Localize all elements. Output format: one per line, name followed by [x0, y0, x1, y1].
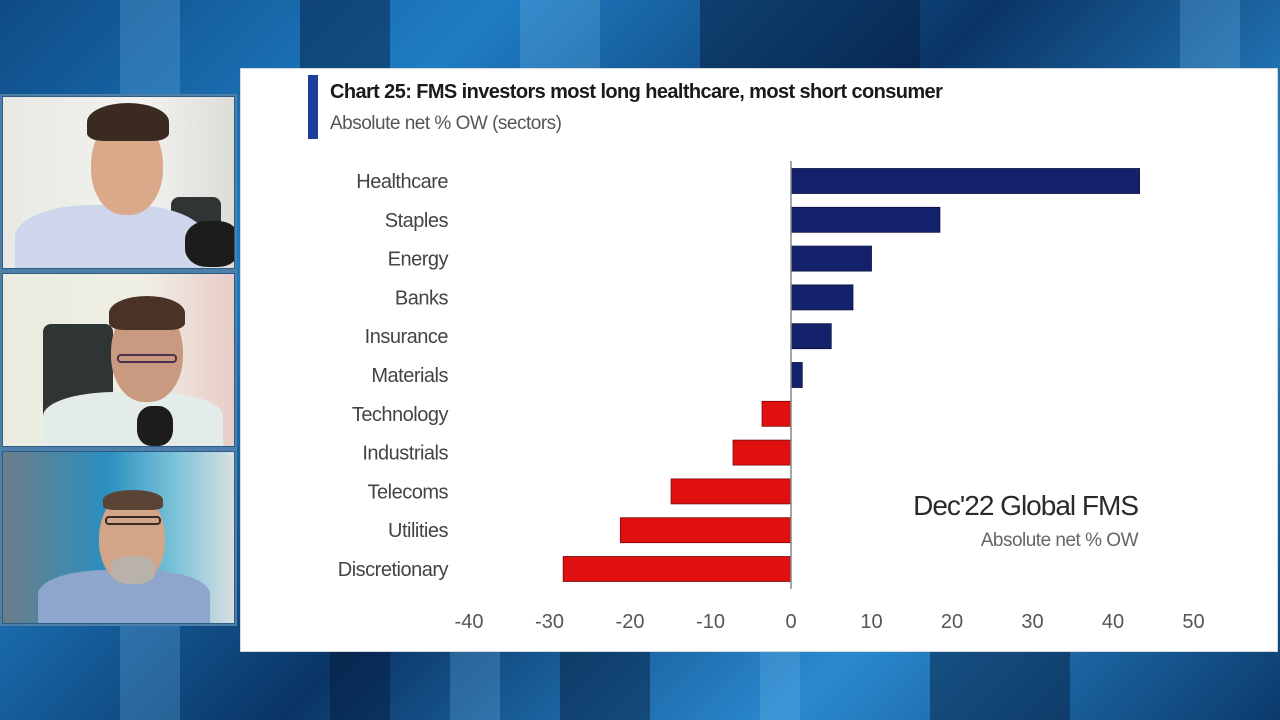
- bar-discretionary: [562, 556, 792, 582]
- background-building: [330, 652, 390, 720]
- bar-chart: Healthcare Staples Energy Banks Insurance Mat…: [338, 161, 1205, 633]
- participant-body: [43, 392, 223, 446]
- x-tick-label: -30: [535, 611, 564, 633]
- category-label: Healthcare: [356, 171, 448, 193]
- video-participants-panel: [0, 94, 237, 626]
- participant-hair: [103, 489, 163, 510]
- participant-hair: [87, 103, 169, 141]
- category-label: Staples: [385, 210, 449, 232]
- category-label: Technology: [352, 404, 449, 426]
- x-tick-label: 0: [785, 611, 796, 633]
- background-building: [760, 652, 800, 720]
- bar-energy: [790, 245, 872, 272]
- title-accent-bar: [308, 75, 318, 139]
- annotation-subtitle: Absolute net % OW: [981, 530, 1139, 551]
- x-tick-label: 20: [941, 611, 963, 633]
- x-tick-label: 30: [1021, 611, 1043, 633]
- x-tick-label: 10: [860, 611, 882, 633]
- category-labels: Healthcare Staples Energy Banks Insurance Mat…: [338, 171, 449, 581]
- background-building: [300, 0, 390, 68]
- bar-industrials: [732, 439, 792, 466]
- category-label: Industrials: [362, 443, 448, 465]
- video-tile-participant-2[interactable]: [2, 273, 235, 447]
- glasses: [117, 354, 177, 364]
- chart-title: Chart 25: FMS investors most long health…: [330, 81, 943, 103]
- bar-telecoms: [670, 478, 792, 505]
- microphone-icon: [185, 221, 234, 267]
- category-label: Telecoms: [368, 481, 449, 503]
- background-building: [450, 652, 500, 720]
- background-building: [1180, 0, 1240, 68]
- x-tick-label: -40: [455, 611, 484, 633]
- participant-body: [15, 205, 205, 269]
- bar-healthcare: [790, 168, 1140, 194]
- participant-beard: [111, 555, 155, 584]
- category-label: Insurance: [365, 326, 449, 348]
- category-label: Energy: [388, 249, 449, 271]
- x-tick-label: -20: [616, 611, 645, 633]
- participant-video: [3, 274, 234, 446]
- x-tick-label: 50: [1182, 611, 1204, 633]
- video-tile-participant-1[interactable]: [2, 96, 235, 270]
- background-building: [930, 652, 1070, 720]
- chart-subtitle: Absolute net % OW (sectors): [330, 113, 562, 134]
- category-label: Banks: [395, 287, 449, 309]
- bar-insurance: [790, 323, 832, 350]
- bar-utilities: [619, 517, 792, 544]
- video-tile-participant-3[interactable]: [2, 450, 235, 624]
- bar-staples: [790, 206, 941, 233]
- background-building: [560, 652, 650, 720]
- bar-materials: [790, 362, 803, 388]
- annotation-title: Dec'22 Global FMS: [913, 490, 1138, 521]
- chart-card: Chart 25: FMS investors most long health…: [240, 68, 1278, 652]
- x-tick-label: 40: [1102, 611, 1124, 633]
- bar-banks: [790, 284, 854, 311]
- microphone-icon: [137, 406, 173, 446]
- bar-technology: [761, 400, 792, 427]
- participant-hair: [109, 296, 185, 331]
- participant-video: [3, 97, 234, 269]
- glasses: [105, 515, 161, 525]
- category-label: Materials: [371, 365, 448, 387]
- category-label: Utilities: [388, 520, 448, 542]
- background-building: [700, 0, 920, 68]
- bars-group: [562, 168, 1140, 582]
- x-tick-label: -10: [696, 611, 725, 633]
- background-building: [520, 0, 600, 68]
- participant-video: [3, 452, 234, 623]
- tick-labels: -40 -30 -20 -10 0 10 20 30 40 50: [455, 611, 1205, 633]
- category-label: Discretionary: [338, 559, 449, 581]
